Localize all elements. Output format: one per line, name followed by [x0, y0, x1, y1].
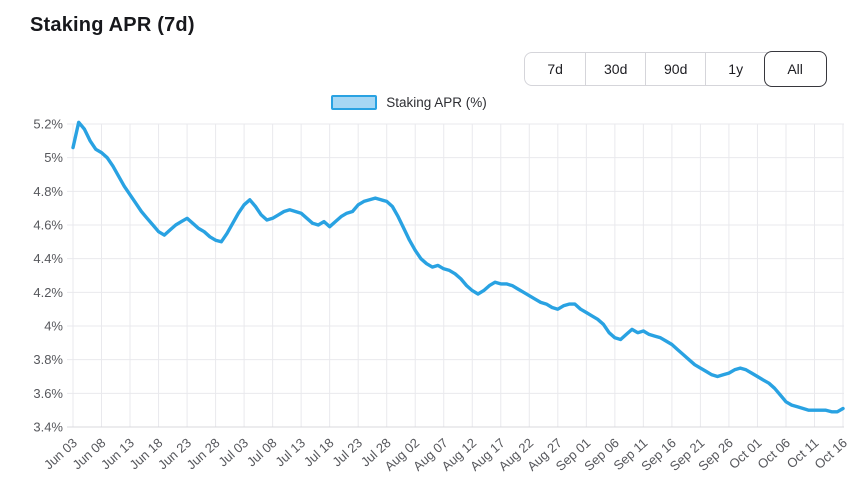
y-tick-labels: 5.2% 5% 4.8% 4.6% 4.4% 4.2% 4% 3.8% 3.6% 3.4%	[33, 117, 63, 435]
svg-text:3.4%: 3.4%	[33, 420, 63, 435]
range-button-1y[interactable]: 1y	[705, 53, 766, 85]
range-button-90d[interactable]: 90d	[645, 53, 706, 85]
legend-item-staking-apr[interactable]: Staking APR (%)	[0, 95, 834, 110]
svg-text:Jul 13: Jul 13	[272, 435, 308, 469]
range-button-all[interactable]: All	[763, 51, 827, 87]
y-gridlines	[67, 123, 844, 428]
legend-label: Staking APR (%)	[386, 95, 487, 110]
svg-text:Oct 16: Oct 16	[812, 435, 850, 472]
legend-swatch	[331, 95, 378, 110]
svg-text:5.2%: 5.2%	[33, 117, 63, 132]
svg-text:Jul 23: Jul 23	[329, 435, 365, 469]
page-title: Staking APR (7d)	[30, 14, 195, 36]
svg-text:4.2%: 4.2%	[33, 285, 63, 300]
time-range-selector: 7d 30d 90d 1y All	[524, 51, 827, 87]
svg-text:Jul 03: Jul 03	[215, 435, 251, 469]
svg-text:Jul 08: Jul 08	[244, 435, 280, 469]
svg-text:Jun 28: Jun 28	[184, 435, 223, 472]
range-button-30d[interactable]: 30d	[585, 53, 646, 85]
staking-apr-line	[71, 120, 845, 414]
svg-text:5%: 5%	[44, 150, 63, 165]
svg-text:3.8%: 3.8%	[33, 352, 63, 367]
svg-text:4.4%: 4.4%	[33, 251, 63, 266]
svg-text:Jul 18: Jul 18	[301, 435, 337, 469]
range-button-7d[interactable]: 7d	[525, 53, 586, 85]
svg-text:Oct 06: Oct 06	[754, 435, 792, 472]
svg-text:4%: 4%	[44, 319, 63, 334]
svg-text:4.6%: 4.6%	[33, 218, 63, 233]
svg-text:3.6%: 3.6%	[33, 386, 63, 401]
svg-text:4.8%: 4.8%	[33, 184, 63, 199]
